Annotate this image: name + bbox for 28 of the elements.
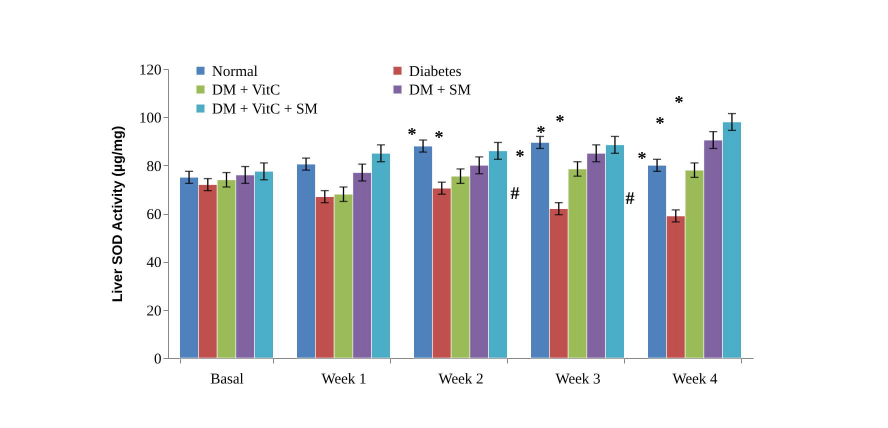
annotation: *: [638, 148, 646, 168]
annotation: *: [656, 113, 664, 133]
annotation: #: [626, 188, 634, 208]
y-axis-title: Liver SOD Activity (µg/mg): [109, 126, 125, 302]
annotation: *: [556, 111, 564, 131]
y-tick-label: 60: [146, 207, 162, 223]
y-tick-label: 100: [139, 110, 162, 127]
legend-label: DM + VitC: [212, 82, 280, 98]
annotation: *: [516, 146, 524, 166]
y-tick-label: 0: [154, 352, 162, 368]
annotation: *: [434, 127, 444, 147]
x-tick-label: Basal: [210, 372, 244, 388]
legend-label: Diabetes: [409, 64, 462, 80]
legend-label: DM + VitC + SM: [212, 102, 318, 118]
legend-label: Normal: [212, 64, 258, 80]
x-tick-label: Week 1: [321, 372, 367, 388]
y-tick-label: 120: [139, 62, 162, 78]
annotation: *: [536, 122, 546, 142]
annotation: #: [510, 183, 520, 203]
annotation: *: [674, 92, 684, 112]
y-tick-label: 20: [146, 303, 162, 320]
legend-label: DM + SM: [409, 82, 471, 98]
annotation: *: [408, 124, 416, 144]
x-tick-label: Week 3: [555, 372, 601, 388]
y-tick-label: 40: [146, 255, 162, 272]
y-tick-label: 80: [146, 158, 162, 175]
x-tick-label: Week 2: [438, 372, 484, 388]
x-tick-label: Week 4: [672, 372, 718, 388]
